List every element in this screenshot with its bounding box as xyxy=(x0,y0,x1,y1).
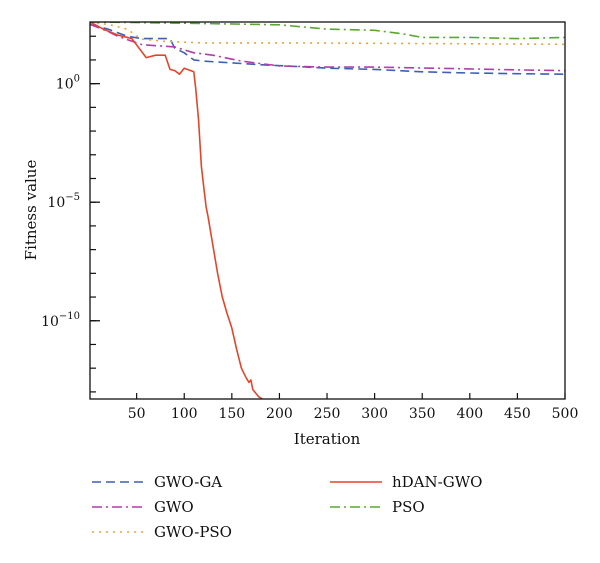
y-tick-base: 10 xyxy=(41,314,59,330)
x-tick-label: 150 xyxy=(218,406,245,422)
legend-label: hDAN-GWO xyxy=(392,473,482,491)
plot-background xyxy=(90,22,565,399)
x-axis: 50 100 150 200 250 300 350 400 450 500 xyxy=(128,393,579,422)
series-line-gwo-pso xyxy=(90,22,565,46)
x-tick-label: 450 xyxy=(504,406,531,422)
x-tick-label: 200 xyxy=(266,406,293,422)
series-layer xyxy=(90,22,565,399)
y-tick-exponent: 0 xyxy=(74,74,80,85)
legend-label: PSO xyxy=(392,498,425,516)
x-tick-label: 100 xyxy=(171,406,198,422)
legend-label: GWO-PSO xyxy=(154,523,232,541)
x-tick-label: 500 xyxy=(552,406,579,422)
y-tick-exponent: −10 xyxy=(59,311,80,322)
series-line-pso xyxy=(90,22,565,40)
y-tick-label: 10−10 xyxy=(41,311,80,330)
y-tick-exponent: −5 xyxy=(65,192,80,203)
x-axis-title: Iteration xyxy=(294,430,361,448)
x-tick-label: 300 xyxy=(361,406,388,422)
legend-label: GWO xyxy=(154,498,194,516)
y-tick-label: 10−5 xyxy=(47,192,80,211)
y-axis-title: Fitness value xyxy=(22,160,40,261)
y-tick-base: 10 xyxy=(47,195,65,211)
legend-label: GWO-GA xyxy=(154,473,222,491)
y-tick-base: 10 xyxy=(56,77,74,93)
legend: GWO-GA GWO GWO-PSO hDAN-GWO PSO xyxy=(92,473,482,541)
series-line-gwo xyxy=(90,23,565,72)
x-tick-label: 250 xyxy=(314,406,341,422)
series-line-hdan-gwo xyxy=(90,22,263,399)
x-tick-label: 50 xyxy=(128,406,146,422)
y-tick-label: 100 xyxy=(56,74,80,93)
x-tick-label: 400 xyxy=(456,406,483,422)
series-line-gwo-ga xyxy=(90,23,565,75)
x-tick-label: 350 xyxy=(409,406,436,422)
